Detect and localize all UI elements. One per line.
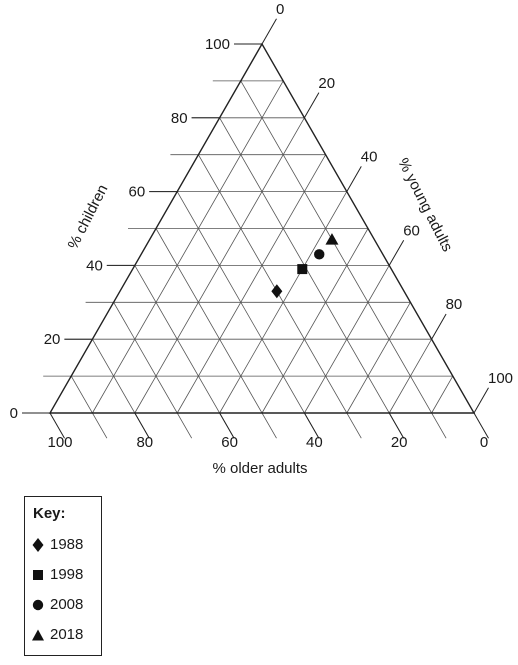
- legend-item-1988: 1988: [31, 536, 83, 553]
- square-icon: [33, 569, 43, 580]
- tick-marks: [22, 18, 489, 439]
- grid-line-older-adults: [219, 117, 405, 439]
- data-point-2018: [325, 233, 339, 245]
- tick-label-older-adults: 20: [391, 434, 408, 451]
- tick-label-young-adults: 20: [318, 75, 335, 92]
- grid-lines: [43, 80, 454, 439]
- grid-line-older-adults: [176, 191, 320, 439]
- grid-line-young-adults: [346, 302, 411, 414]
- tick-label-young-adults: 60: [403, 222, 420, 239]
- grid-line-young-adults: [431, 375, 454, 414]
- tick-label-children: 40: [86, 257, 103, 274]
- data-point-2008: [314, 249, 325, 260]
- diamond-icon: [32, 537, 44, 552]
- tick-mark-older-adults: [219, 412, 235, 439]
- triangle-frame: [48, 42, 476, 414]
- tick-label-young-adults: 100: [488, 370, 513, 387]
- tick-mark-young-adults: [303, 92, 320, 119]
- tick-mark-older-adults: [49, 412, 65, 439]
- legend-item-1998: 1998: [31, 566, 83, 583]
- legend-label: 2008: [50, 596, 84, 613]
- grid-line-young-adults: [176, 154, 326, 414]
- tick-mark-young-adults: [346, 166, 362, 192]
- legend-title: Key:: [33, 505, 66, 522]
- legend-label: 2018: [50, 626, 84, 643]
- data-points: [271, 233, 339, 299]
- data-point-1988: [271, 284, 283, 299]
- grid-line-young-adults: [92, 80, 284, 414]
- legend-label: 1988: [50, 536, 84, 553]
- grid-line-older-adults: [113, 302, 193, 439]
- legend-item-2018: 2018: [31, 626, 83, 643]
- grid-line-older-adults: [70, 375, 108, 439]
- tick-label-older-adults: 80: [136, 434, 153, 451]
- tick-label-older-adults: 40: [306, 434, 323, 451]
- grid-line-young-adults: [388, 339, 432, 414]
- grid-line-older-adults: [198, 154, 362, 439]
- legend-label: 1998: [50, 566, 84, 583]
- axis-title-young-adults: % young adults: [394, 155, 456, 254]
- data-point-1998: [297, 264, 308, 275]
- tick-label-children: 20: [44, 331, 61, 348]
- tick-label-older-adults: 0: [480, 434, 488, 451]
- tick-labels: 0 20 40 60 80 100 0 20 40 60 80 100 100 80 60 40 20 0: [10, 1, 513, 451]
- tick-label-older-adults: 60: [221, 434, 238, 451]
- grid-line-young-adults: [304, 265, 390, 414]
- tick-mark-older-adults: [473, 412, 489, 439]
- legend: Key: 1988 1998 2008 2018: [24, 496, 102, 656]
- tick-label-children: 60: [129, 184, 146, 201]
- tick-label-children: 0: [10, 405, 18, 422]
- legend-item-2008: 2008: [31, 596, 83, 613]
- tick-mark-older-adults: [303, 412, 320, 439]
- triangle-icon: [32, 629, 44, 640]
- tick-label-young-adults: 40: [361, 149, 378, 166]
- tick-label-children: 100: [205, 36, 230, 53]
- axis-title-older-adults: % older adults: [212, 460, 307, 477]
- tick-mark-older-adults: [134, 412, 150, 439]
- tick-label-young-adults: 80: [446, 296, 463, 313]
- tick-mark-young-adults: [388, 239, 405, 266]
- tick-mark-young-adults: [431, 313, 447, 340]
- tick-mark-young-adults: [473, 387, 489, 414]
- axis-title-children: % children: [65, 182, 112, 252]
- tick-mark-older-adults: [388, 412, 405, 439]
- tick-mark-young-adults: [261, 18, 277, 45]
- tick-label-older-adults: 100: [47, 434, 72, 451]
- tick-label-young-adults: 0: [276, 1, 284, 18]
- grid-line-young-adults: [261, 228, 369, 414]
- tick-label-children: 80: [171, 110, 188, 127]
- circle-icon: [32, 599, 44, 610]
- grid-line-older-adults: [155, 228, 277, 439]
- grid-line-older-adults: [134, 265, 235, 439]
- grid-line-older-adults: [240, 80, 447, 439]
